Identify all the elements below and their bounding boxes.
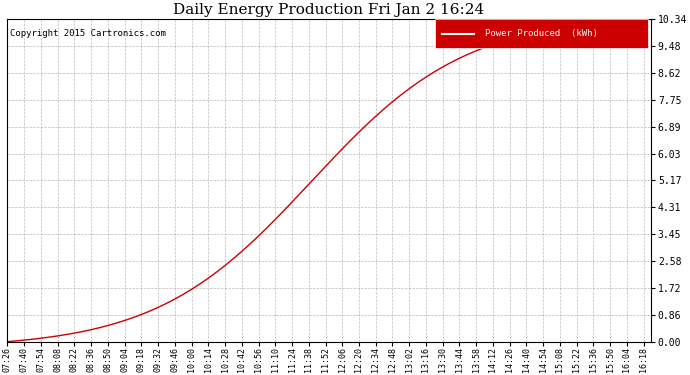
FancyBboxPatch shape bbox=[435, 20, 648, 48]
Text: Copyright 2015 Cartronics.com: Copyright 2015 Cartronics.com bbox=[10, 29, 166, 38]
Text: Power Produced  (kWh): Power Produced (kWh) bbox=[485, 29, 598, 38]
Title: Daily Energy Production Fri Jan 2 16:24: Daily Energy Production Fri Jan 2 16:24 bbox=[173, 3, 484, 17]
